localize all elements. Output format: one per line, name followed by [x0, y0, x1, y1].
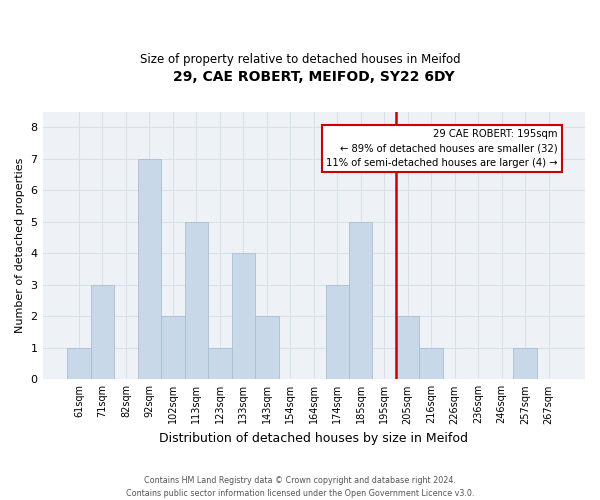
Bar	[349, 222, 373, 380]
Bar	[255, 316, 278, 380]
Bar	[326, 285, 349, 380]
Text: 29 CAE ROBERT: 195sqm
← 89% of detached houses are smaller (32)
11% of semi-deta: 29 CAE ROBERT: 195sqm ← 89% of detached …	[326, 129, 558, 168]
Bar	[208, 348, 232, 380]
Title: 29, CAE ROBERT, MEIFOD, SY22 6DY: 29, CAE ROBERT, MEIFOD, SY22 6DY	[173, 70, 455, 84]
Y-axis label: Number of detached properties: Number of detached properties	[15, 158, 25, 333]
Bar	[137, 159, 161, 380]
Bar	[419, 348, 443, 380]
Bar	[514, 348, 537, 380]
Bar	[91, 285, 114, 380]
Bar	[161, 316, 185, 380]
Text: Size of property relative to detached houses in Meifod: Size of property relative to detached ho…	[140, 52, 460, 66]
Text: Contains HM Land Registry data © Crown copyright and database right 2024.
Contai: Contains HM Land Registry data © Crown c…	[126, 476, 474, 498]
Bar	[396, 316, 419, 380]
Bar	[232, 254, 255, 380]
X-axis label: Distribution of detached houses by size in Meifod: Distribution of detached houses by size …	[159, 432, 468, 445]
Bar	[67, 348, 91, 380]
Bar	[185, 222, 208, 380]
